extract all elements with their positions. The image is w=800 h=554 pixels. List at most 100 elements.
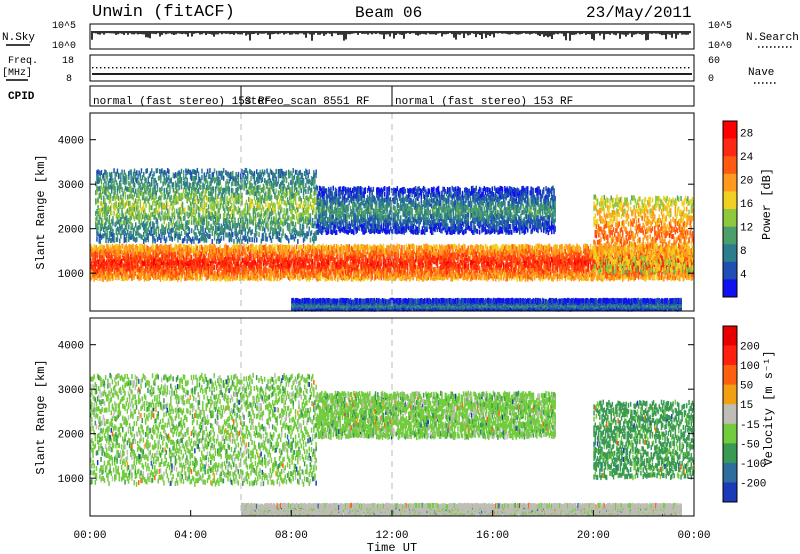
nave-dot	[468, 67, 469, 68]
nave-dot	[292, 67, 293, 68]
nave-dot	[600, 67, 601, 68]
nave-dot	[232, 67, 233, 68]
beam-title: Beam 06	[355, 4, 422, 22]
nave-dot	[320, 67, 321, 68]
nave-dot	[424, 67, 425, 68]
nave-dot	[576, 67, 577, 68]
freq-panel: Freq. [MHz] 18 8 60 0 Nave	[2, 55, 776, 85]
nave-dot	[328, 67, 329, 68]
nave-dot	[688, 67, 689, 68]
nave-dot	[108, 67, 109, 68]
nsky-trace	[92, 31, 690, 41]
nave-dot	[340, 67, 341, 68]
cpid-segments: normal (fast stereo) 153 RFstereo_scan 8…	[93, 86, 573, 108]
nave-dot	[316, 67, 317, 68]
nave-dot	[580, 67, 581, 68]
nave-dot	[476, 67, 477, 68]
nave-dot	[216, 67, 217, 68]
nave-dot	[508, 67, 509, 68]
nave-dot	[240, 67, 241, 68]
nave-dot	[376, 67, 377, 68]
nave-dot	[132, 67, 133, 68]
nave-dot	[264, 67, 265, 68]
nave-dot	[228, 67, 229, 68]
nave-dot	[664, 67, 665, 68]
nave-dot	[456, 67, 457, 68]
nave-dot	[620, 67, 621, 68]
nave-dot	[564, 67, 565, 68]
cpid-panel: CPID normal (fast stereo) 153 RFstereo_s…	[8, 86, 694, 108]
freq-trace	[92, 67, 692, 74]
nave-dot	[432, 67, 433, 68]
nave-dot	[364, 67, 365, 68]
nave-dot	[164, 67, 165, 68]
freq-tick-bottom: 8	[66, 74, 72, 85]
nave-dot	[608, 67, 609, 68]
nave-dot	[492, 67, 493, 68]
nave-dot	[616, 67, 617, 68]
cpid-segment-label: stereo_scan 8551 RF	[244, 96, 369, 108]
nave-dot	[288, 67, 289, 68]
nsky-panel: N.Sky 10^5 10^0 10^5 10^0 N.Search	[2, 21, 799, 52]
nave-dot	[624, 67, 625, 68]
nsearch-tick-top: 10^5	[708, 21, 732, 32]
nave-dot	[304, 67, 305, 68]
nave-dot	[388, 67, 389, 68]
nave-dot	[472, 67, 473, 68]
nsky-label: N.Sky	[2, 32, 35, 44]
nave-dot	[436, 67, 437, 68]
nave-dot	[208, 67, 209, 68]
nave-dot	[212, 67, 213, 68]
nave-dot	[652, 67, 653, 68]
nave-dot	[252, 67, 253, 68]
nave-dot	[656, 67, 657, 68]
nave-dot	[324, 67, 325, 68]
nave-dot	[372, 67, 373, 68]
nave-dot	[528, 67, 529, 68]
nave-dot	[312, 67, 313, 68]
nave-dot	[184, 67, 185, 68]
nave-dot	[148, 67, 149, 68]
nave-dot	[272, 67, 273, 68]
nave-dot	[172, 67, 173, 68]
cpid-label: CPID	[8, 91, 35, 103]
nave-dot	[572, 67, 573, 68]
nave-dot	[176, 67, 177, 68]
nave-dot	[416, 67, 417, 68]
nave-dot	[680, 67, 681, 68]
freq-unit: [MHz]	[2, 67, 32, 79]
nave-dot	[676, 67, 677, 68]
nave-label: Nave	[748, 67, 774, 79]
nave-dot	[596, 67, 597, 68]
nave-dot	[104, 67, 105, 68]
nave-dot	[220, 67, 221, 68]
heatmap-cell	[122, 244, 123, 249]
nave-dot	[124, 67, 125, 68]
nave-dot	[648, 67, 649, 68]
nave-dot	[332, 67, 333, 68]
nave-dot	[360, 67, 361, 68]
nave-dot	[512, 67, 513, 68]
nave-dot	[540, 67, 541, 68]
heatmap-cell	[191, 244, 192, 249]
nave-dot	[380, 67, 381, 68]
nave-dot	[168, 67, 169, 68]
nave-dot	[568, 67, 569, 68]
nave-dot	[100, 67, 101, 68]
nave-dot	[552, 67, 553, 68]
nave-dot	[524, 67, 525, 68]
nave-dot	[296, 67, 297, 68]
nsearch-label: N.Search	[746, 32, 799, 44]
freq-label: Freq.	[8, 56, 38, 67]
nave-dot	[120, 67, 121, 68]
nave-dot	[280, 67, 281, 68]
nave-dot	[684, 67, 685, 68]
heatmap-cell	[153, 245, 154, 250]
nave-dot	[536, 67, 537, 68]
nave-dot	[464, 67, 465, 68]
nave-dot	[480, 67, 481, 68]
nave-dot	[488, 67, 489, 68]
nave-dot	[344, 67, 345, 68]
nave-dot	[368, 67, 369, 68]
nave-dot	[156, 67, 157, 68]
